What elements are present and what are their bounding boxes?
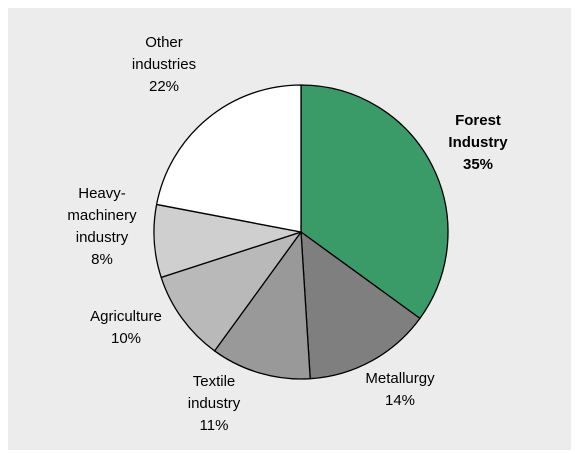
slice-label-5: Other industries 22%	[132, 34, 196, 95]
slice-label-line: Agriculture	[90, 308, 162, 325]
slice-label-line: 11%	[200, 417, 229, 434]
slice-label-line: machinery	[67, 207, 137, 224]
slice-label-line: 35%	[463, 156, 493, 173]
slice-label-line: Heavy-	[78, 185, 126, 202]
slice-label-line: Industry	[448, 134, 508, 151]
slice-label-line: 10%	[111, 330, 141, 347]
pie-slice-1	[300, 231, 421, 380]
pie-slice-5	[155, 84, 302, 233]
slice-label-line: 22%	[149, 78, 179, 95]
pie-slice-3	[160, 231, 302, 352]
pie-slice-0	[300, 84, 449, 320]
slice-label-line: industry	[76, 229, 129, 246]
slice-label-line: Forest	[455, 112, 501, 129]
slice-label-line: 8%	[91, 251, 113, 268]
slice-label-line: Other	[145, 34, 183, 51]
slice-label-3: Agriculture 10%	[90, 308, 162, 347]
slice-label-2: Textile industry 11%	[188, 373, 241, 434]
slice-label-line: Textile	[193, 373, 236, 390]
slice-label-line: industry	[188, 395, 241, 412]
slice-label-line: Metallurgy	[365, 370, 435, 387]
slice-label-0: Forest Industry 35%	[448, 112, 508, 173]
slice-label-line: 14%	[385, 392, 415, 409]
pie-slice-2	[213, 231, 311, 380]
slice-label-1: Metallurgy 14%	[365, 370, 435, 409]
slice-label-line: industries	[132, 56, 196, 73]
slice-label-4: Heavy-machinery industry 8%	[67, 185, 137, 268]
